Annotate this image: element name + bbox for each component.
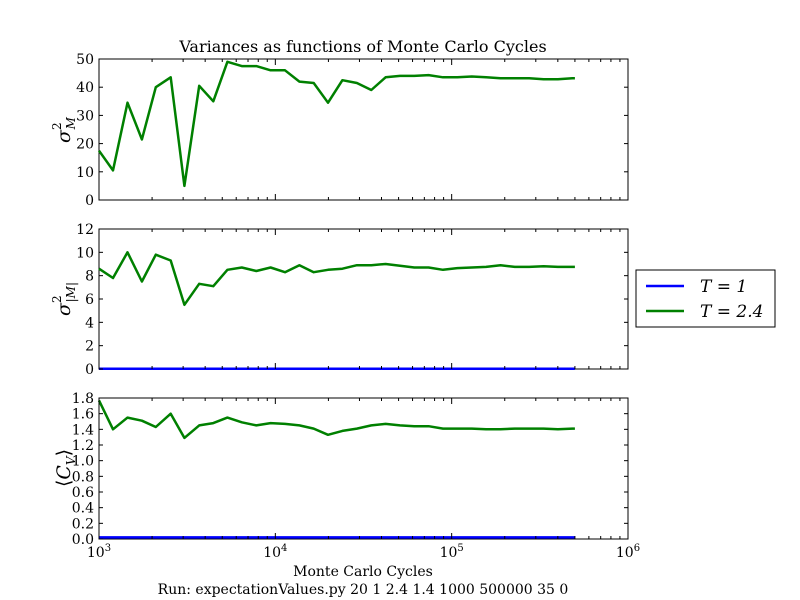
series-line-t24: [97, 60, 575, 188]
panel-bottom-xticks: 103 104 105 106: [87, 398, 640, 561]
y-tick-label: 0.8: [72, 469, 94, 485]
y-tick-label: 1.2: [72, 438, 94, 454]
y-tick-label: 0.4: [72, 501, 94, 517]
legend: T = 1 T = 2.4: [635, 269, 776, 328]
legend-label-t1: T = 1: [700, 277, 747, 297]
panel-bottom-yticks: 0.00.20.40.60.81.01.21.41.61.8: [72, 391, 628, 548]
panel-top-plot: [97, 58, 629, 201]
panel-top: 0 10 20 30 40 50 σ2M: [50, 52, 629, 209]
footer-text: Run: expectationValues.py 20 1 2.4 1.4 1…: [158, 582, 569, 598]
panel-top-ylabel: σ2M: [50, 116, 78, 143]
y-tick-label: 40: [76, 80, 94, 96]
panel-bottom-ylabel: ⟨CV⟩: [53, 449, 78, 487]
plot-frame: [98, 58, 629, 201]
panel-top-xticks: [98, 59, 629, 200]
y-tick-label: 12: [76, 222, 94, 238]
y-tick-label: 0.6: [72, 485, 94, 501]
panel-middle-xticks: [98, 229, 629, 369]
y-tick-label: 6: [85, 292, 94, 308]
panel-middle: 0 2 4 6 8 10 12 σ2|M|: [50, 222, 629, 378]
y-tick-label: 10: [76, 245, 94, 261]
y-tick-label: 0: [85, 193, 94, 209]
legend-label-t24: T = 2.4: [700, 302, 763, 322]
y-tick-label: 50: [76, 52, 94, 68]
panel-bottom: 0.00.20.40.60.81.01.21.41.61.8 103 104 105…: [53, 391, 640, 561]
x-tick-label: 106: [616, 543, 640, 561]
y-tick-label: 4: [85, 315, 94, 331]
plot-frame: [98, 397, 629, 540]
x-tick-label: 103: [87, 543, 111, 561]
panel-bottom-plot: [97, 397, 629, 540]
y-tick-label: 2: [85, 339, 94, 355]
x-tick-label: 104: [263, 543, 287, 561]
panel-middle-yticks: 0 2 4 6 8 10 12: [76, 222, 628, 378]
y-tick-label: 0.0: [72, 532, 94, 548]
y-tick-label: 1.6: [72, 407, 94, 423]
y-tick-label: 1.8: [72, 391, 94, 407]
y-tick-label: 8: [85, 269, 94, 285]
panel-middle-ylabel: σ2|M|: [50, 282, 78, 316]
y-tick-label: 1.4: [72, 422, 94, 438]
y-tick-label: 1.0: [72, 454, 94, 470]
x-axis-label: Monte Carlo Cycles: [293, 564, 433, 580]
panel-top-yticks: 0 10 20 30 40 50: [76, 52, 628, 209]
legend-box: [635, 269, 776, 328]
series-line-t24: [97, 399, 575, 440]
chart-title: Variances as functions of Monte Carlo Cy…: [178, 37, 546, 56]
y-tick-label: 10: [76, 165, 94, 181]
x-tick-label: 105: [440, 543, 464, 561]
y-tick-label: 20: [76, 137, 94, 153]
y-tick-label: 30: [76, 108, 94, 124]
series-line-t24: [98, 251, 575, 307]
y-tick-label: 0: [85, 362, 94, 378]
y-tick-label: 0.2: [72, 516, 94, 532]
